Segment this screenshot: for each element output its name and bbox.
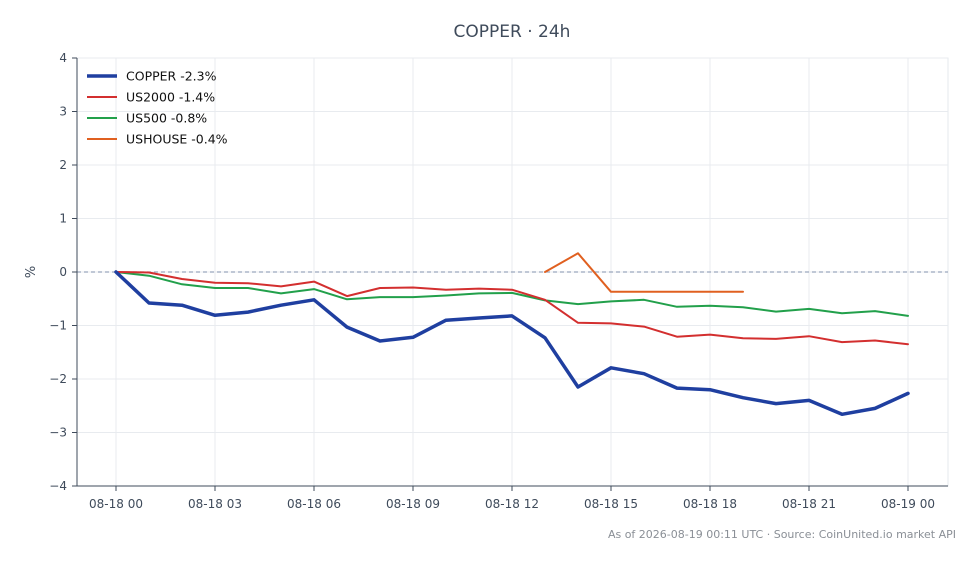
x-tick-label: 08-18 18 [683, 497, 737, 511]
y-tick-label: −3 [49, 426, 67, 440]
series-line-ushouse [544, 252, 744, 293]
x-tick-label: 08-18 00 [89, 497, 143, 511]
footer-source: As of 2026-08-19 00:11 UTC · Source: Coi… [608, 528, 956, 541]
x-tick-label: 08-18 12 [485, 497, 539, 511]
chart-title: COPPER · 24h [454, 22, 571, 42]
x-tick-label: 08-18 06 [287, 497, 341, 511]
series-line-us2000 [115, 271, 909, 346]
y-tick-label: 0 [59, 265, 67, 279]
y-tick-label: −2 [49, 372, 67, 386]
y-tick-label: −1 [49, 319, 67, 333]
legend-label: US500 -0.8% [126, 111, 207, 126]
series-line-us500 [115, 271, 909, 317]
y-axis-label: % [24, 266, 39, 278]
x-tick-label: 08-18 09 [386, 497, 440, 511]
axis-layer: 4 3 2 1 0 −1 −2 −3 −4 08-18 00 08-18 03 08-18 06 08-… [49, 51, 948, 511]
x-tick-label: 08-18 15 [584, 497, 638, 511]
series-line-copper [114, 270, 910, 417]
series-layer [114, 252, 910, 417]
legend-label: COPPER -2.3% [126, 69, 217, 84]
legend-label: USHOUSE -0.4% [126, 132, 228, 147]
x-tick-label: 08-18 03 [188, 497, 242, 511]
y-tick-label: 4 [59, 51, 67, 65]
y-tick-label: −4 [49, 479, 67, 493]
y-tick-label: 1 [59, 212, 67, 226]
y-tick-label: 2 [59, 158, 67, 172]
x-tick-label: 08-19 00 [881, 497, 935, 511]
legend-label: US2000 -1.4% [126, 90, 215, 105]
grid-layer [76, 57, 949, 487]
x-tick-label: 08-18 21 [782, 497, 836, 511]
y-tick-label: 3 [59, 105, 67, 119]
legend: COPPER -2.3% US2000 -1.4% US500 -0.8% USHOU… [87, 69, 228, 147]
